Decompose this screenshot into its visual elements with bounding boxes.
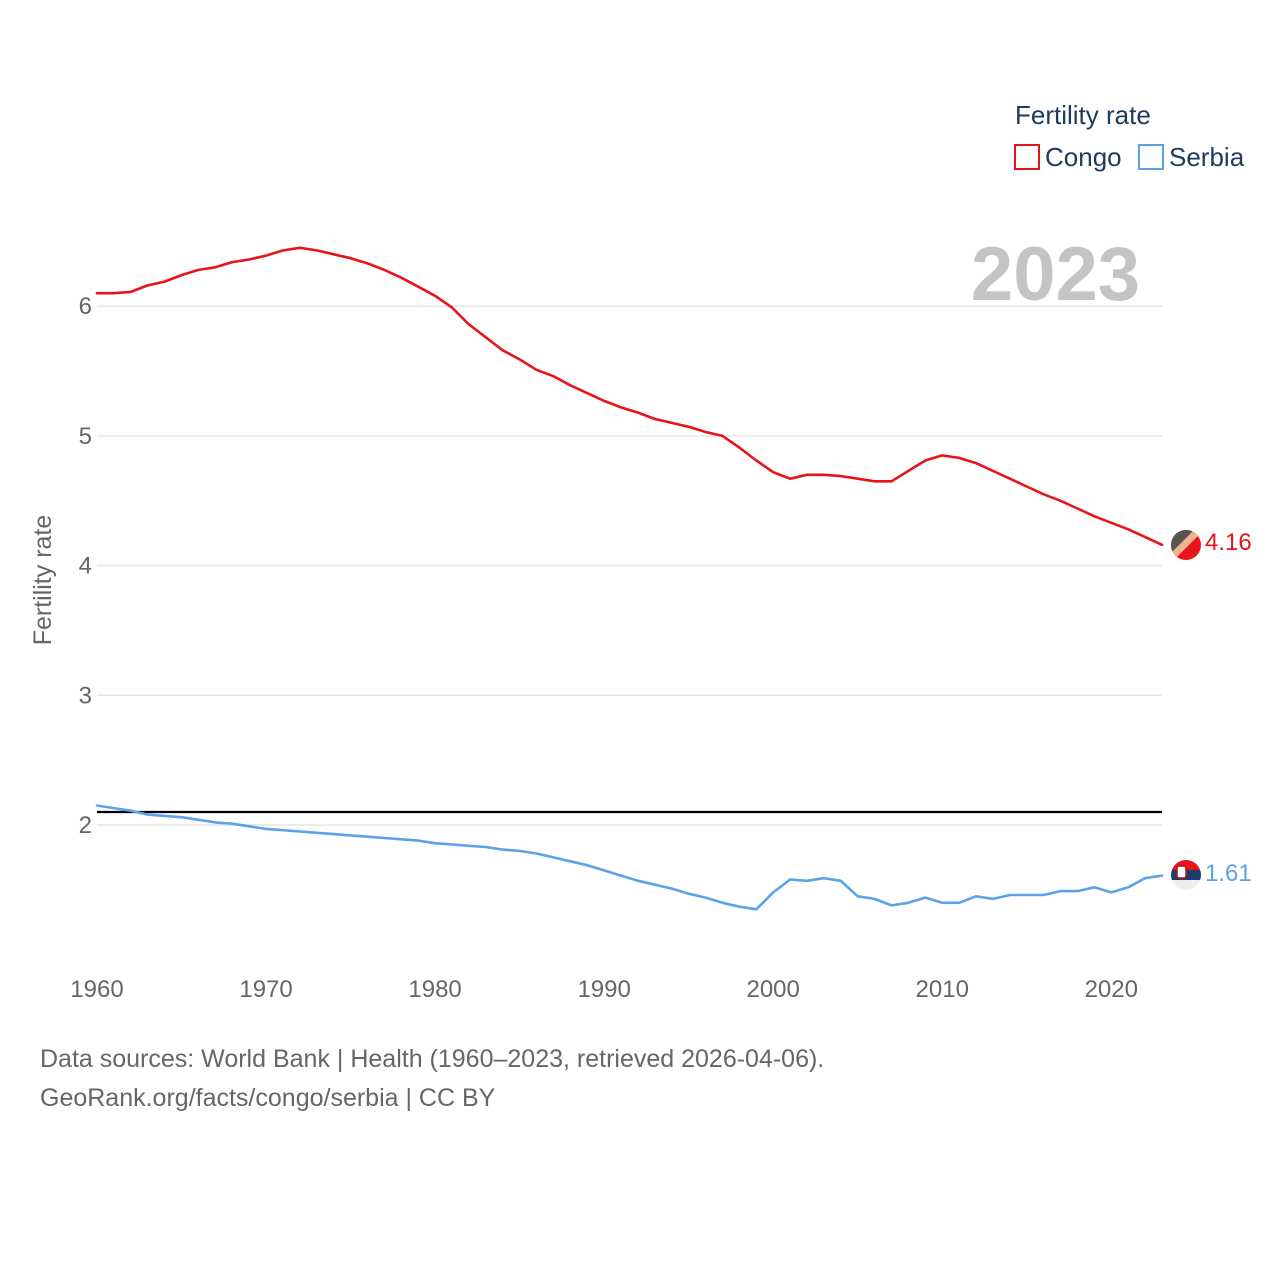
- x-tick-label: 2010: [916, 976, 969, 1003]
- y-axis-label: Fertility rate: [29, 515, 57, 646]
- legend: Fertility rate Congo Serbia: [1014, 100, 1245, 172]
- congo-end-value: 4.16: [1205, 529, 1252, 556]
- x-tick-label: 1980: [408, 976, 461, 1003]
- x-axis: 1960 1970 1980 1990 2000 2010 2020: [70, 976, 1138, 1003]
- serbia-flag-icon: [1171, 860, 1201, 890]
- x-tick-label: 1990: [577, 976, 630, 1003]
- y-tick-label: 4: [79, 553, 92, 580]
- x-tick-label: 1960: [70, 976, 123, 1003]
- y-axis: 2 3 4 5 6: [79, 293, 92, 839]
- y-tick-label: 5: [79, 423, 92, 450]
- legend-swatch-serbia[interactable]: [1138, 144, 1164, 170]
- series-line-congo: [95, 246, 1164, 547]
- y-tick-label: 2: [79, 812, 92, 839]
- legend-swatch-congo[interactable]: [1014, 144, 1040, 170]
- x-tick-label: 2000: [746, 976, 799, 1003]
- series-line-serbia: [95, 804, 1164, 911]
- series-layer: [95, 246, 1164, 911]
- gridlines: [97, 305, 1162, 826]
- y-tick-label: 3: [79, 682, 92, 709]
- year-label: 2023: [971, 232, 1140, 317]
- x-tick-label: 1970: [239, 976, 292, 1003]
- legend-label-congo[interactable]: Congo: [1045, 142, 1122, 172]
- y-tick-label: 6: [79, 293, 92, 320]
- legend-title: Fertility rate: [1015, 100, 1151, 130]
- source-note: Data sources: World Bank | Health (1960–…: [40, 1045, 825, 1073]
- legend-label-serbia[interactable]: Serbia: [1169, 142, 1245, 172]
- x-tick-label: 2020: [1085, 976, 1138, 1003]
- congo-flag-icon: [1171, 530, 1201, 560]
- attribution-link[interactable]: GeoRank.org/facts/congo/serbia | CC BY: [40, 1084, 496, 1112]
- serbia-end-value: 1.61: [1205, 860, 1252, 887]
